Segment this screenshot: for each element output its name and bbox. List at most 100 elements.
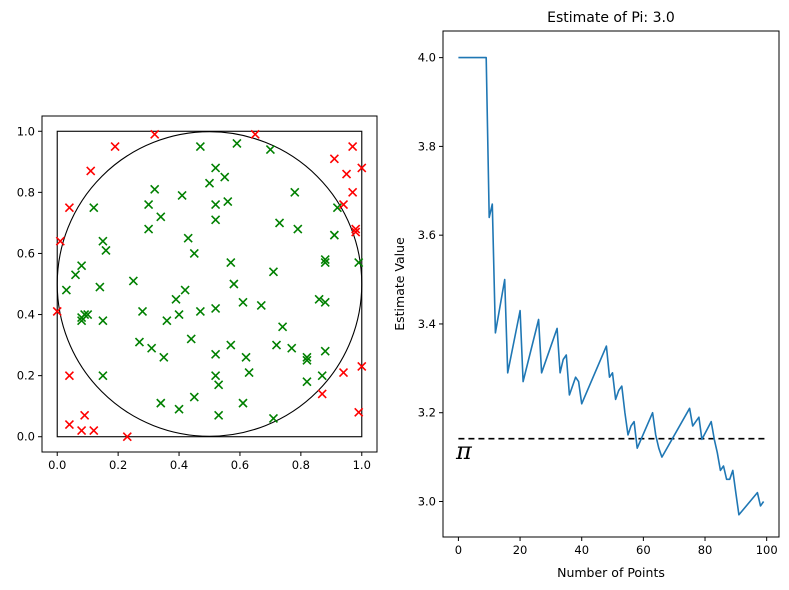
outside-point <box>354 407 364 417</box>
inscribed-circle <box>56 131 363 437</box>
chart-title: Estimate of Pi: 3.0 <box>547 10 675 26</box>
inside-point <box>195 306 205 317</box>
x-tick-label: 0.4 <box>170 458 188 472</box>
outside-point <box>80 410 90 420</box>
inside-point <box>189 248 199 259</box>
outside-point <box>351 224 361 234</box>
inside-point <box>144 200 154 210</box>
x-tick-label: 1.0 <box>353 458 371 472</box>
y-tick-label: 3.2 <box>418 406 436 420</box>
inside-point <box>320 254 330 265</box>
inside-point <box>256 300 266 310</box>
x-tick-label: 0.6 <box>231 458 249 472</box>
outside-point <box>64 371 74 381</box>
outside-point <box>89 426 99 436</box>
inside-point <box>70 270 81 280</box>
inside-point <box>238 297 248 307</box>
estimate-series-line <box>458 56 765 516</box>
inside-point <box>320 258 330 268</box>
inside-point <box>174 309 184 320</box>
outside-point <box>110 141 120 152</box>
inside-point <box>211 163 221 173</box>
y-axis-label: Estimate Value <box>392 237 407 331</box>
outside-point <box>357 163 367 173</box>
inside-point <box>204 178 215 188</box>
inside-point <box>226 340 236 350</box>
inside-point <box>278 322 288 332</box>
inside-point <box>128 276 138 286</box>
x-axis-label: Number of Points <box>557 565 665 580</box>
inside-point <box>214 410 224 420</box>
y-tick-label: 3.8 <box>418 139 436 153</box>
inside-point <box>183 233 193 243</box>
outside-point <box>52 306 62 317</box>
inside-point <box>211 303 221 314</box>
inside-point <box>174 404 184 414</box>
outside-point <box>338 200 349 210</box>
x-tick-label: 40 <box>574 543 589 557</box>
inside-point <box>354 258 364 268</box>
outside-point <box>329 154 339 164</box>
outside-point <box>351 227 361 237</box>
inside-point <box>189 392 199 402</box>
x-tick-label: 60 <box>636 543 651 557</box>
x-tick-label: 0.8 <box>292 458 310 472</box>
inside-point <box>226 258 236 268</box>
inside-point <box>61 285 71 295</box>
inside-point <box>220 172 230 182</box>
inside-point <box>137 306 148 317</box>
outside-point <box>338 368 349 378</box>
inside-point <box>320 346 330 356</box>
outside-point <box>77 426 87 436</box>
y-tick-label: 3.4 <box>418 317 436 331</box>
x-tick-label: 100 <box>756 543 778 557</box>
inside-point <box>302 352 312 362</box>
outside-point <box>341 169 352 179</box>
y-tick-label: 4.0 <box>418 51 436 65</box>
inside-point <box>98 236 108 246</box>
scatter-panel: 0.0 0.2 0.4 0.6 0.8 1.0 0.0 0.2 0.4 0.6 0.8 1.0 <box>17 115 378 472</box>
inside-point <box>211 349 221 359</box>
inside-point <box>98 316 108 326</box>
inside-point <box>80 309 90 320</box>
inside-point <box>268 413 279 423</box>
outside-point <box>317 389 327 399</box>
inside-point <box>77 261 87 271</box>
inside-point <box>329 230 339 240</box>
inside-point <box>98 371 108 381</box>
outside-point <box>86 166 96 176</box>
y-tick-label: 3.0 <box>418 494 436 508</box>
scatter-axes-frame <box>41 115 378 453</box>
inside-point <box>171 294 181 304</box>
inside-point <box>293 224 303 234</box>
outside-point <box>150 129 160 139</box>
x-tick-label: 0 <box>455 543 462 557</box>
inside-point <box>95 282 105 292</box>
inside-point <box>177 190 187 200</box>
inside-point <box>101 245 111 255</box>
scatter-ticks: 0.0 0.2 0.4 0.6 0.8 1.0 0.0 0.2 0.4 0.6 0.8 1.0 <box>17 124 371 472</box>
inside-point <box>229 279 239 289</box>
x-tick-label: 20 <box>513 543 528 557</box>
inside-point <box>244 368 254 378</box>
inside-point <box>186 334 196 344</box>
x-tick-label: 0.0 <box>48 458 66 472</box>
inside-point <box>195 141 205 152</box>
inside-point <box>147 343 157 353</box>
inside-point <box>180 285 190 295</box>
inside-point <box>314 294 324 304</box>
y-tick-label: 0.0 <box>17 430 35 444</box>
outside-point <box>64 419 74 430</box>
inside-point <box>134 337 145 347</box>
y-tick-label: 0.4 <box>17 308 35 322</box>
inside-point <box>265 145 275 155</box>
outside-point <box>357 361 367 372</box>
inside-point <box>302 377 312 387</box>
inside-point <box>211 371 221 381</box>
x-tick-label: 0.2 <box>109 458 127 472</box>
y-tick-label: 0.8 <box>17 185 35 199</box>
inside-point <box>83 309 93 320</box>
inside-point <box>150 184 160 194</box>
inside-point <box>211 200 221 210</box>
